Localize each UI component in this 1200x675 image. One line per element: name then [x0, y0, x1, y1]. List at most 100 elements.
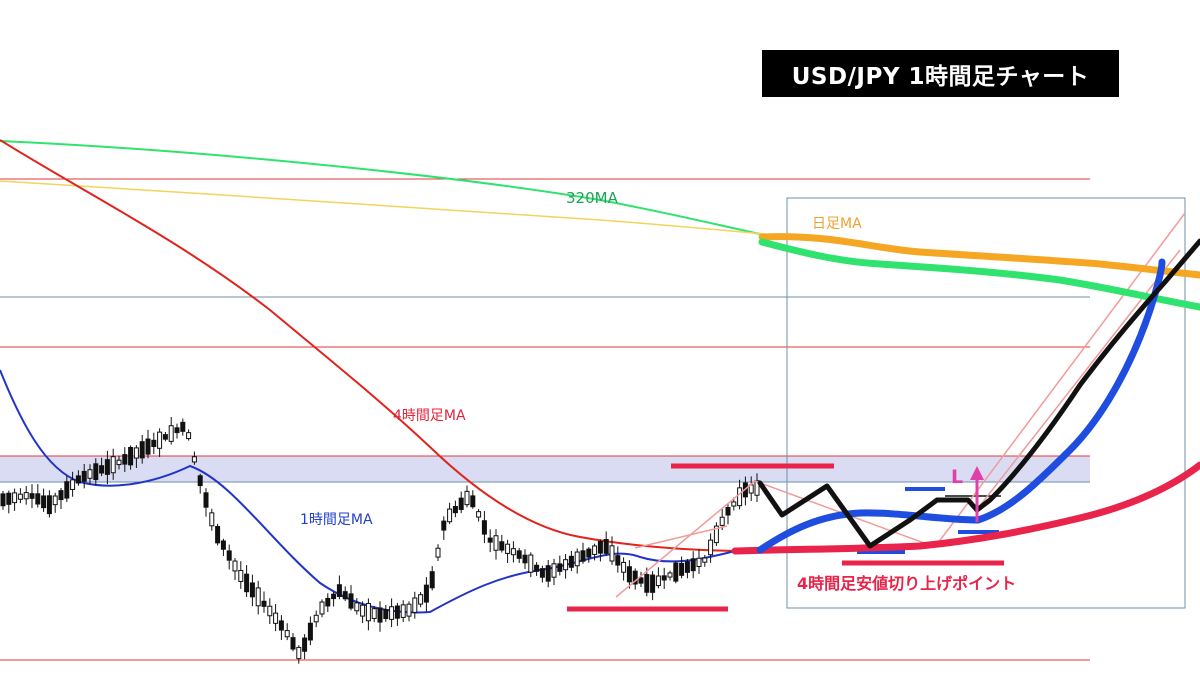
candle-body	[684, 561, 690, 573]
candle-body	[273, 612, 279, 624]
forecast-price-path	[757, 238, 1200, 549]
candle-body	[191, 456, 197, 463]
candle-body	[708, 539, 714, 556]
candle-body	[441, 520, 447, 531]
candle-body	[603, 539, 609, 554]
candle-body	[35, 493, 41, 505]
candle-body	[412, 597, 418, 613]
candle-body	[75, 475, 81, 484]
candle-body	[261, 600, 267, 607]
candle-body	[673, 562, 679, 582]
candle-body	[197, 475, 203, 487]
candle-body	[702, 557, 708, 563]
forecast-h4-ma	[731, 461, 1200, 555]
candle-body	[650, 574, 656, 593]
forecast-h1-ma	[756, 258, 1166, 554]
candle-body	[162, 434, 168, 440]
candle-body	[354, 602, 360, 612]
candle-body	[655, 575, 661, 587]
candle-body	[667, 572, 673, 578]
candle-body	[563, 559, 569, 571]
candle-body	[232, 560, 238, 572]
candle-body	[394, 605, 400, 619]
candle-body	[499, 541, 505, 551]
daily-ma-label: 日足MA	[812, 216, 862, 232]
channel-lines	[615, 212, 1186, 598]
yellow-ma-line	[0, 180, 766, 235]
h1-ma-line	[0, 369, 736, 614]
candle-body	[331, 593, 337, 600]
forecast-box	[786, 197, 1186, 609]
candle-body	[296, 646, 302, 660]
candle-body	[626, 566, 632, 583]
candle-body	[360, 604, 366, 617]
h1-ma-label: 1時間足MA	[300, 512, 373, 528]
candle-body	[476, 511, 482, 518]
candle-body	[325, 597, 331, 607]
candle-body	[539, 568, 545, 578]
marker-bars	[567, 463, 1004, 612]
chart-title: USD/JPY 1時間足チャート	[762, 50, 1119, 97]
candle-body	[122, 454, 128, 465]
candle-body	[145, 438, 151, 455]
ma320-line	[0, 140, 766, 236]
candle-body	[290, 637, 296, 650]
candle-body	[551, 563, 557, 578]
candle-body	[255, 587, 261, 607]
candle-body	[429, 571, 435, 589]
candle-body	[168, 425, 174, 442]
candle-body	[632, 570, 638, 585]
candle-body	[244, 573, 250, 593]
candle-body	[679, 562, 685, 576]
candle-body	[725, 507, 731, 516]
candle-body	[220, 540, 226, 550]
candle-body	[696, 557, 702, 568]
candle-body	[174, 427, 180, 434]
candle-body	[534, 564, 540, 572]
h4-low-point-label: 4時間足安値切り上げポイント	[797, 574, 1017, 593]
candle-body	[64, 481, 70, 499]
candle-body	[400, 604, 406, 618]
candle-body	[238, 569, 244, 582]
candle-body	[41, 495, 47, 509]
zone-band	[0, 456, 1090, 482]
candle-body	[348, 593, 354, 609]
candle-body	[458, 497, 464, 510]
candle-body	[226, 550, 232, 561]
candle-body	[505, 543, 511, 554]
candle-body	[29, 493, 35, 499]
forecast-320ma	[758, 238, 1200, 311]
candle-body	[180, 421, 186, 432]
candle-body	[203, 492, 209, 508]
candle-body	[568, 555, 574, 568]
candle-body	[249, 582, 255, 598]
candle-body	[435, 547, 441, 558]
candle-body	[12, 492, 18, 504]
candle-body	[133, 447, 139, 459]
candle-body	[209, 512, 215, 527]
candle-body	[580, 550, 586, 562]
candle-body	[46, 495, 52, 515]
candle-body	[545, 565, 551, 582]
candle-body	[17, 493, 23, 500]
low-arrow-head	[970, 466, 984, 480]
h4-ma-line	[0, 139, 736, 552]
candle-body	[731, 501, 737, 507]
candle-body	[609, 545, 615, 562]
candle-body	[481, 520, 487, 535]
candle-body	[661, 575, 667, 581]
candle-body	[389, 606, 395, 620]
candle-body	[371, 608, 377, 619]
candle-body	[139, 441, 145, 459]
low-arrow	[970, 466, 984, 522]
candle-body	[493, 535, 499, 551]
candle-body	[719, 516, 725, 526]
candle-body	[377, 607, 383, 623]
candle-body	[754, 480, 760, 496]
candle-body	[116, 459, 122, 466]
candle-body	[464, 490, 470, 506]
candle-body	[447, 508, 453, 523]
candle-body	[737, 487, 743, 507]
candle-body	[406, 603, 412, 617]
candle-body	[157, 431, 163, 449]
